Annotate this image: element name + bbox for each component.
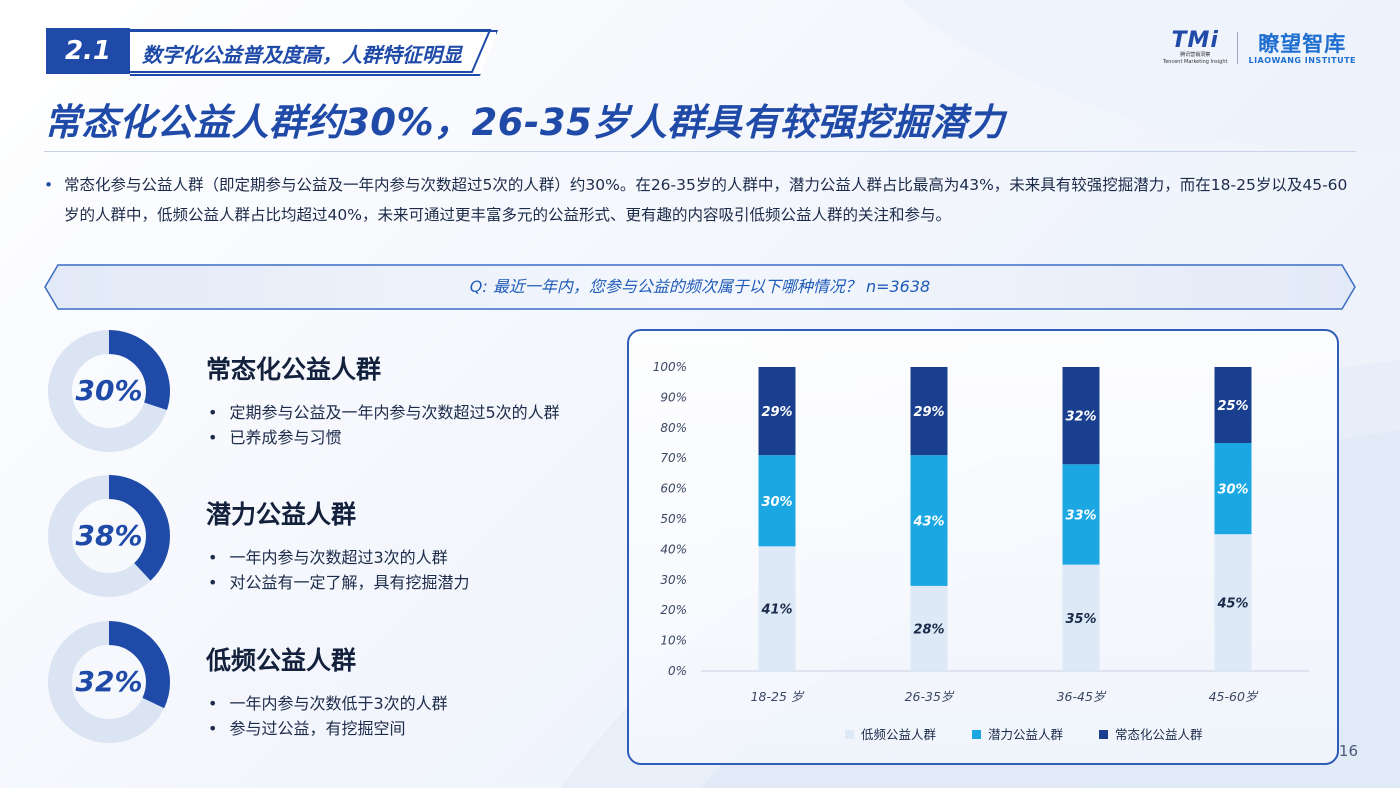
y-tick-label: 20%	[660, 603, 687, 617]
bullet-icon: •	[44, 176, 54, 194]
data-label: 29%	[913, 405, 944, 420]
legend-swatch	[845, 730, 854, 739]
y-tick-label: 100%	[653, 360, 687, 374]
group-percent: 38%	[75, 519, 143, 552]
bar-segment	[758, 367, 796, 456]
donut-chart	[48, 330, 170, 452]
x-tick-label: 36-45岁	[1057, 689, 1107, 704]
x-tick-label: 45-60岁	[1209, 689, 1259, 704]
group-bullets: 定期参与公益及一年内参与次数超过5次的人群 已养成参与习惯	[208, 400, 560, 450]
donut-chart	[48, 621, 170, 743]
donut-chart	[48, 475, 170, 597]
bar-segment	[1062, 464, 1100, 565]
legend-label: 低频公益人群	[861, 727, 937, 742]
stacked-bar-chart: 0% 10% 20% 30% 40% 50% 60% 70% 80% 90% 100% 41% 30% 2…	[653, 360, 1309, 742]
x-tick-label: 26-35岁	[905, 689, 955, 704]
brand-logos: TMi 腾讯营销洞察 Tencent Marketing Insight 瞭望智…	[1163, 30, 1356, 66]
group-percent: 32%	[75, 665, 143, 698]
y-tick-label: 70%	[660, 451, 687, 465]
bar-segment	[1214, 443, 1252, 535]
bar-segment	[1062, 367, 1100, 465]
y-tick-label: 30%	[660, 573, 687, 587]
y-tick-label: 0%	[668, 664, 687, 678]
section-title: 数字化公益普及度高，人群特征明显	[130, 30, 498, 76]
data-label: 30%	[1217, 483, 1248, 498]
y-tick-label: 40%	[660, 542, 687, 556]
legend-label: 潜力公益人群	[988, 727, 1064, 742]
bar-segment	[910, 367, 948, 456]
y-tick-label: 50%	[660, 512, 687, 526]
data-label: 25%	[1217, 399, 1248, 414]
bar-segment	[910, 585, 948, 671]
liaowang-logo: 瞭望智库 LIAOWANG INSTITUTE	[1248, 31, 1356, 65]
group-bullets: 一年内参与次数低于3次的人群 参与过公益，有挖掘空间	[208, 691, 448, 741]
bar-segment	[910, 455, 948, 586]
group-title: 潜力公益人群	[206, 500, 357, 529]
group-bullet: 一年内参与次数低于3次的人群	[208, 691, 447, 716]
y-tick-label: 80%	[660, 421, 687, 435]
data-label: 30%	[761, 495, 792, 510]
summary-text: 常态化参与公益人群（即定期参与公益及一年内参与次数超过5次的人群）约30%。在2…	[64, 176, 1348, 224]
group-percent: 30%	[75, 374, 143, 407]
data-label: 32%	[1065, 410, 1096, 425]
page-title: 常态化公益人群约30%，26-35岁人群具有较强挖掘潜力	[44, 101, 1005, 144]
y-tick-label: 60%	[660, 482, 687, 496]
y-tick-label: 10%	[660, 634, 687, 648]
section-tag: 2.1 数字化公益普及度高，人群特征明显	[46, 28, 498, 74]
x-tick-label: 18-25 岁	[751, 689, 805, 704]
group-bullet: 一年内参与次数超过3次的人群	[208, 545, 469, 570]
data-label: 35%	[1065, 612, 1096, 627]
question-banner	[44, 264, 1356, 310]
group-bullets: 一年内参与次数超过3次的人群 对公益有一定了解，具有挖掘潜力	[208, 545, 469, 595]
data-label: 29%	[761, 405, 792, 420]
group-bullet: 定期参与公益及一年内参与次数超过5次的人群	[208, 400, 559, 425]
legend-swatch	[1099, 730, 1108, 739]
legend-label: 常态化公益人群	[1115, 727, 1203, 742]
data-label: 41%	[760, 603, 792, 618]
group-bullet: 已养成参与习惯	[208, 425, 560, 450]
bar-segment	[758, 455, 796, 547]
data-label: 45%	[1216, 597, 1248, 612]
bar-segment	[1214, 534, 1252, 671]
group-bullet: 对公益有一定了解，具有挖掘潜力	[208, 570, 469, 595]
y-tick-label: 90%	[660, 390, 687, 404]
summary-paragraph: • 常态化参与公益人群（即定期参与公益及一年内参与次数超过5次的人群）约30%。…	[44, 170, 1360, 230]
group-title: 常态化公益人群	[206, 355, 382, 384]
data-label: 33%	[1065, 508, 1096, 523]
section-number: 2.1	[46, 28, 130, 74]
bar-segment	[758, 546, 796, 671]
group-bullet: 参与过公益，有挖掘空间	[208, 716, 448, 741]
legend-swatch	[972, 730, 981, 739]
group-title: 低频公益人群	[206, 646, 357, 675]
tmi-logo: TMi 腾讯营销洞察 Tencent Marketing Insight	[1163, 28, 1228, 66]
page-number: 16	[1338, 742, 1358, 760]
data-label: 28%	[913, 622, 944, 637]
data-label: 43%	[912, 515, 944, 530]
section-title-frame	[130, 29, 492, 73]
survey-question: Q: 最近一年内，您参与公益的频次属于以下哪种情况？ n=3638	[469, 277, 931, 296]
logo-divider	[1237, 32, 1239, 64]
bar-segment	[1062, 564, 1100, 671]
bar-segment	[1214, 367, 1252, 443]
title-divider	[44, 151, 1356, 152]
